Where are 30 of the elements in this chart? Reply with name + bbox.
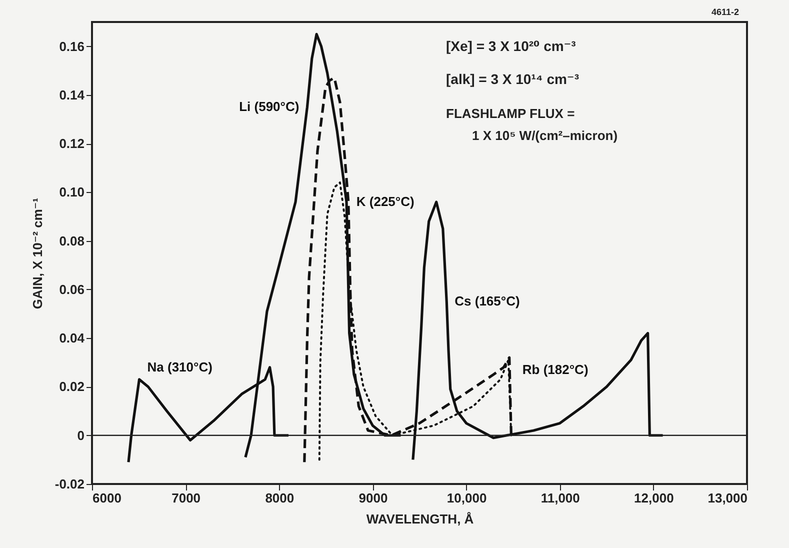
- y-axis-title: GAIN, X 10⁻² cm⁻¹: [30, 198, 45, 310]
- y-tick-label: 0.04: [59, 330, 86, 346]
- x-tick-label: 12,000: [634, 490, 674, 506]
- annotation: [alk] = 3 X 10¹⁴ cm⁻³: [446, 71, 580, 87]
- x-tick-label: 7000: [172, 490, 201, 506]
- x-axis-title: WAVELENGTH, Å: [366, 512, 474, 526]
- x-tick-label: 6000: [92, 490, 122, 506]
- series-label: K (225°C): [356, 194, 414, 209]
- series-label: Cs (165°C): [454, 294, 520, 309]
- y-tick-label: 0.12: [59, 136, 84, 152]
- x-tick-label: 13,000: [708, 490, 748, 506]
- y-tick-label: 0.16: [59, 38, 84, 54]
- y-tick-label: 0.10: [59, 184, 84, 200]
- y-tick-label: 0.14: [59, 87, 86, 102]
- y-tick-label: 0.06: [59, 282, 84, 297]
- x-tick-label: 10,000: [446, 490, 487, 506]
- x-tick-label: 9000: [358, 490, 388, 506]
- y-tick-label: 0: [77, 428, 84, 443]
- annotation: [Xe] = 3 X 10²⁰ cm⁻³: [446, 38, 576, 54]
- y-tick-label: 0.08: [59, 233, 84, 248]
- series-label: Na (310°C): [147, 359, 212, 374]
- annotation: 1 X 10⁵ W/(cm²–micron): [472, 128, 618, 143]
- series-label: Li (590°C): [239, 99, 300, 114]
- series-label: Rb (182°C): [522, 362, 588, 377]
- x-tick-label: 11,000: [540, 490, 580, 506]
- x-tick-label: 8000: [265, 490, 294, 506]
- y-tick-label: 0.02: [59, 379, 84, 394]
- text: 4611-2: [711, 7, 739, 17]
- y-tick-label: -0.02: [54, 476, 84, 492]
- annotation: FLASHLAMP FLUX =: [446, 106, 576, 121]
